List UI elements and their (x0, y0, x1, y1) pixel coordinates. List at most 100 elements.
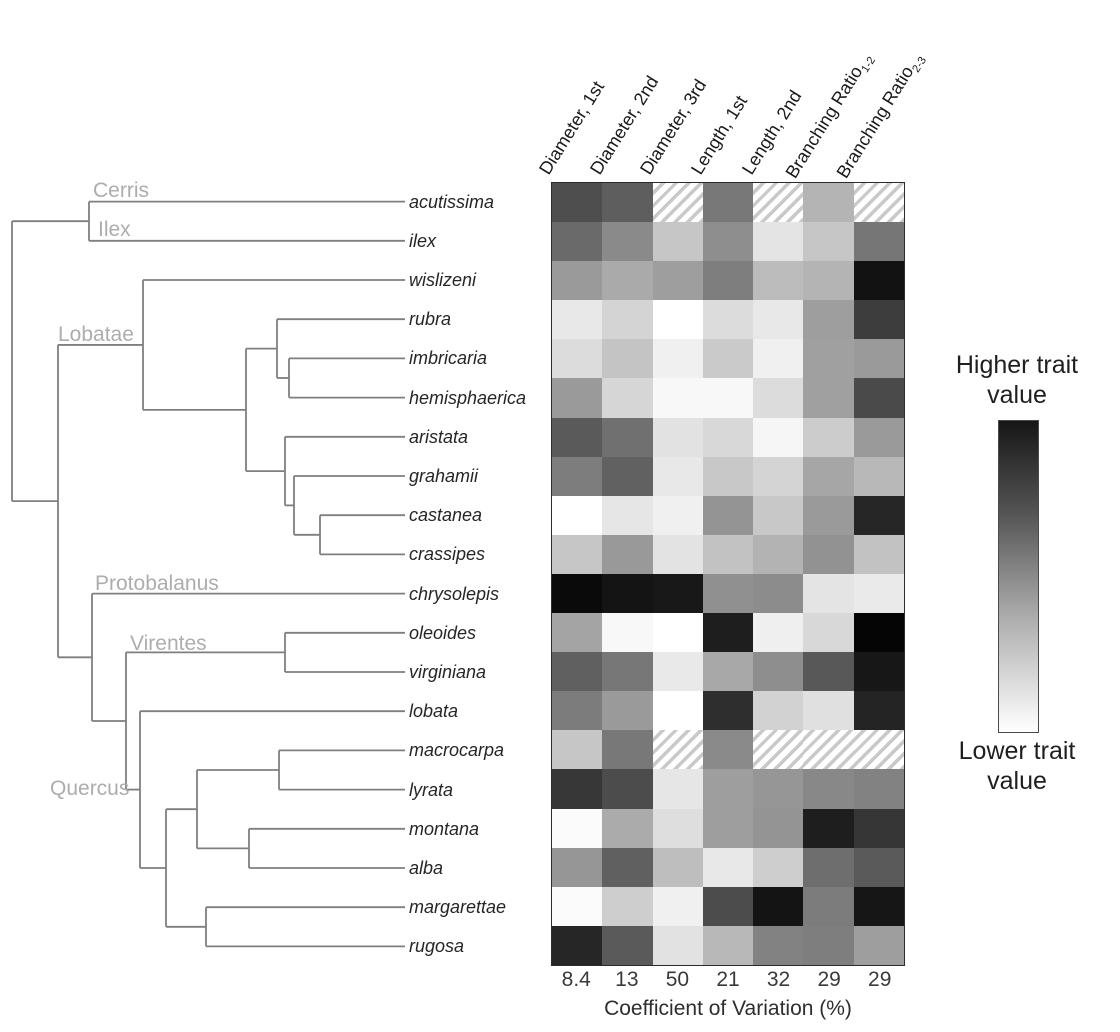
heatmap-cell (702, 534, 754, 574)
heatmap-cell (853, 300, 904, 340)
heatmap-cell (753, 495, 804, 535)
colorbar-gradient (998, 420, 1039, 733)
species-label: ilex (409, 230, 437, 251)
heatmap-cell (853, 769, 904, 809)
heatmap-cell (753, 417, 804, 457)
heatmap-cell (602, 222, 653, 262)
heatmap-cell (652, 495, 703, 535)
species-label: crassipes (409, 544, 486, 565)
heatmap-cell (652, 417, 703, 457)
heatmap-cell (652, 300, 703, 340)
heatmap-cell (552, 222, 603, 262)
heatmap-cell (602, 534, 653, 574)
heatmap-cell (652, 456, 703, 496)
heatmap-cell (652, 886, 703, 926)
heatmap-cell (803, 613, 854, 653)
heatmap-cell (702, 183, 754, 223)
heatmap-cell (652, 339, 703, 379)
heatmap-cell (552, 613, 603, 653)
heatmap-cell (602, 495, 653, 535)
heatmap-cell (803, 808, 854, 848)
clade-label: Quercus (50, 777, 130, 800)
heatmap-cell (753, 339, 804, 379)
heatmap-cell (753, 925, 804, 965)
heatmap-cell (702, 847, 754, 887)
heatmap-cell (652, 261, 703, 301)
heatmap-cell (853, 222, 904, 262)
heatmap-cell-missing (652, 730, 703, 770)
heatmap-cell (602, 417, 653, 457)
heatmap-cell (652, 808, 703, 848)
heatmap-cell (702, 652, 754, 692)
heatmap-cell (552, 495, 603, 535)
species-label: margarettae (409, 897, 507, 918)
heatmap-cell (803, 652, 854, 692)
heatmap-cell-missing (853, 183, 904, 223)
heatmap-cell (803, 183, 854, 223)
clade-label: Virentes (130, 632, 207, 655)
heatmap-cell (552, 730, 603, 770)
heatmap-cell (803, 417, 854, 457)
heatmap-cell (753, 652, 804, 692)
heatmap-cell (602, 261, 653, 301)
species-label: chrysolepis (409, 583, 500, 604)
heatmap-cell (652, 691, 703, 731)
heatmap-cell (552, 925, 603, 965)
heatmap-cell (853, 573, 904, 614)
heatmap-cell (552, 339, 603, 379)
heatmap-cell (853, 652, 904, 692)
heatmap-cell (753, 456, 804, 496)
heatmap-cell (602, 808, 653, 848)
heatmap-cell (803, 847, 854, 887)
heatmap-cell (853, 456, 904, 496)
heatmap-cell (803, 573, 854, 614)
species-label: lobata (409, 701, 459, 722)
heatmap-cell (853, 808, 904, 848)
heatmap-cell (652, 652, 703, 692)
heatmap-cell (552, 456, 603, 496)
heatmap-cell (753, 261, 804, 301)
species-label: acutissima (409, 191, 495, 212)
heatmap-cell (702, 495, 754, 535)
heatmap-cell (552, 261, 603, 301)
species-label: hemisphaerica (409, 387, 527, 408)
heatmap-cell (803, 534, 854, 574)
species-label: imbricaria (409, 348, 488, 369)
heatmap-cell (702, 300, 754, 340)
cv-value: 13 (615, 968, 639, 991)
species-label: aristata (409, 426, 469, 447)
heatmap-cell (552, 183, 603, 223)
heatmap-cell (602, 652, 653, 692)
heatmap-cell (803, 691, 854, 731)
species-label: grahamii (409, 466, 479, 486)
heatmap-cell (803, 495, 854, 535)
heatmap-cell (753, 886, 804, 926)
heatmap-cell (803, 261, 854, 301)
cv-value: 8.4 (561, 968, 591, 991)
heatmap-cell-missing (853, 730, 904, 770)
trait-heatmap (551, 182, 905, 966)
heatmap-cell (602, 573, 653, 614)
heatmap-cell (803, 769, 854, 809)
heatmap-cell (702, 261, 754, 301)
clade-label: Protobalanus (95, 572, 219, 595)
heatmap-cell (602, 339, 653, 379)
heatmap-cell (652, 573, 703, 614)
heatmap-cell-missing (753, 730, 804, 770)
heatmap-cell (552, 769, 603, 809)
heatmap-cell (853, 495, 904, 535)
heatmap-cell-missing (753, 183, 804, 223)
species-label: rubra (409, 309, 452, 330)
heatmap-cell (602, 925, 653, 965)
heatmap-cell (552, 886, 603, 926)
heatmap-cell (552, 300, 603, 340)
heatmap-cell (702, 886, 754, 926)
heatmap-cell (702, 378, 754, 418)
x-axis-title: Coefficient of Variation (%) (604, 997, 852, 1020)
heatmap-cell (702, 573, 754, 614)
species-label: montana (409, 818, 480, 839)
heatmap-cell (552, 573, 603, 614)
heatmap-cell (552, 417, 603, 457)
legend-high-label: Higher trait value (955, 351, 1079, 409)
